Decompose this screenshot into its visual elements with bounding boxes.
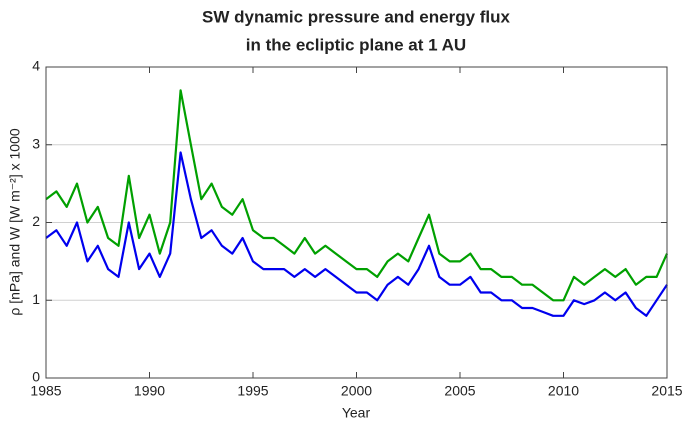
plot-frame [45,66,668,379]
y-tick-label: 0 [32,369,40,385]
y-axis-label: ρ [nPa] and W [W m⁻²] x 1000 [7,128,23,316]
y-tick-label: 1 [32,291,40,307]
x-tick-label: 1995 [237,383,268,399]
x-tick-label: 2015 [651,383,682,399]
x-tick-label: 1990 [134,383,165,399]
x-tick-label: 2005 [444,383,475,399]
x-axis-label: Year [342,405,371,421]
y-tick-label: 4 [32,58,40,74]
x-tick-label: 2000 [341,383,372,399]
chart-title: in the ecliptic plane at 1 AU [246,35,466,54]
y-tick-label: 3 [32,135,40,151]
data-line [45,89,669,302]
chart-title: SW dynamic pressure and energy flux [202,7,511,26]
y-tick-label: 2 [32,213,40,229]
x-tick-label: 1985 [30,383,61,399]
data-line [45,151,668,317]
x-tick-label: 2010 [548,383,579,399]
